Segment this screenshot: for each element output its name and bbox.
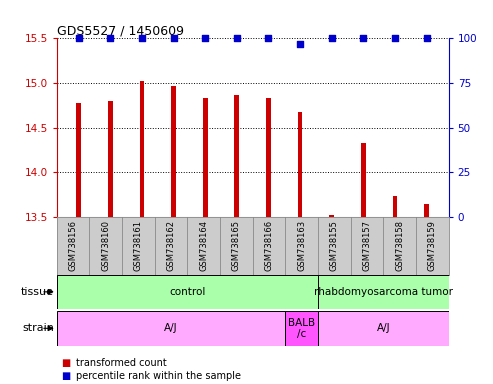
Text: control: control [169, 287, 206, 297]
Bar [361, 143, 366, 217]
Text: BALB
/c: BALB /c [288, 318, 315, 339]
Text: rhabdomyosarcoma tumor: rhabdomyosarcoma tumor [314, 287, 453, 297]
Text: transformed count: transformed count [76, 358, 167, 368]
Bar [57, 311, 285, 346]
Text: GSM738159: GSM738159 [428, 220, 437, 271]
Point [391, 35, 399, 41]
Bar [285, 311, 318, 346]
Point [328, 35, 336, 41]
Bar [392, 197, 397, 217]
Bar [318, 311, 449, 346]
Bar [57, 275, 318, 309]
Text: GSM738157: GSM738157 [362, 220, 372, 271]
Text: A/J: A/J [377, 323, 390, 333]
Point [75, 35, 83, 41]
Text: GSM738161: GSM738161 [134, 220, 143, 271]
Text: GSM738160: GSM738160 [101, 220, 110, 271]
Text: GSM738156: GSM738156 [69, 220, 77, 271]
Text: GSM738164: GSM738164 [199, 220, 208, 271]
Text: ■: ■ [62, 371, 71, 381]
Bar [329, 215, 334, 217]
Bar [266, 98, 271, 217]
Point [106, 35, 114, 41]
Point [233, 35, 241, 41]
Bar [235, 94, 239, 217]
Text: A/J: A/J [164, 323, 178, 333]
Bar [76, 103, 81, 217]
Point [138, 35, 146, 41]
Point [201, 35, 209, 41]
Text: GSM738166: GSM738166 [264, 220, 274, 271]
Text: GSM738155: GSM738155 [330, 220, 339, 271]
Point [423, 35, 430, 41]
Text: GSM738162: GSM738162 [167, 220, 176, 271]
Text: GSM738158: GSM738158 [395, 220, 404, 271]
Bar [140, 81, 144, 217]
Bar [298, 112, 302, 217]
Point [296, 41, 304, 47]
Bar [318, 275, 449, 309]
Text: strain: strain [22, 323, 54, 333]
Bar [203, 98, 208, 217]
Bar [108, 101, 113, 217]
Point [170, 35, 177, 41]
Text: percentile rank within the sample: percentile rank within the sample [76, 371, 242, 381]
Text: GSM738163: GSM738163 [297, 220, 306, 271]
Bar [171, 86, 176, 217]
Point [359, 35, 367, 41]
Text: ■: ■ [62, 358, 71, 368]
Text: GSM738165: GSM738165 [232, 220, 241, 271]
Text: GDS5527 / 1450609: GDS5527 / 1450609 [57, 24, 184, 37]
Point [265, 35, 273, 41]
Text: tissue: tissue [21, 287, 54, 297]
Bar [424, 204, 429, 217]
